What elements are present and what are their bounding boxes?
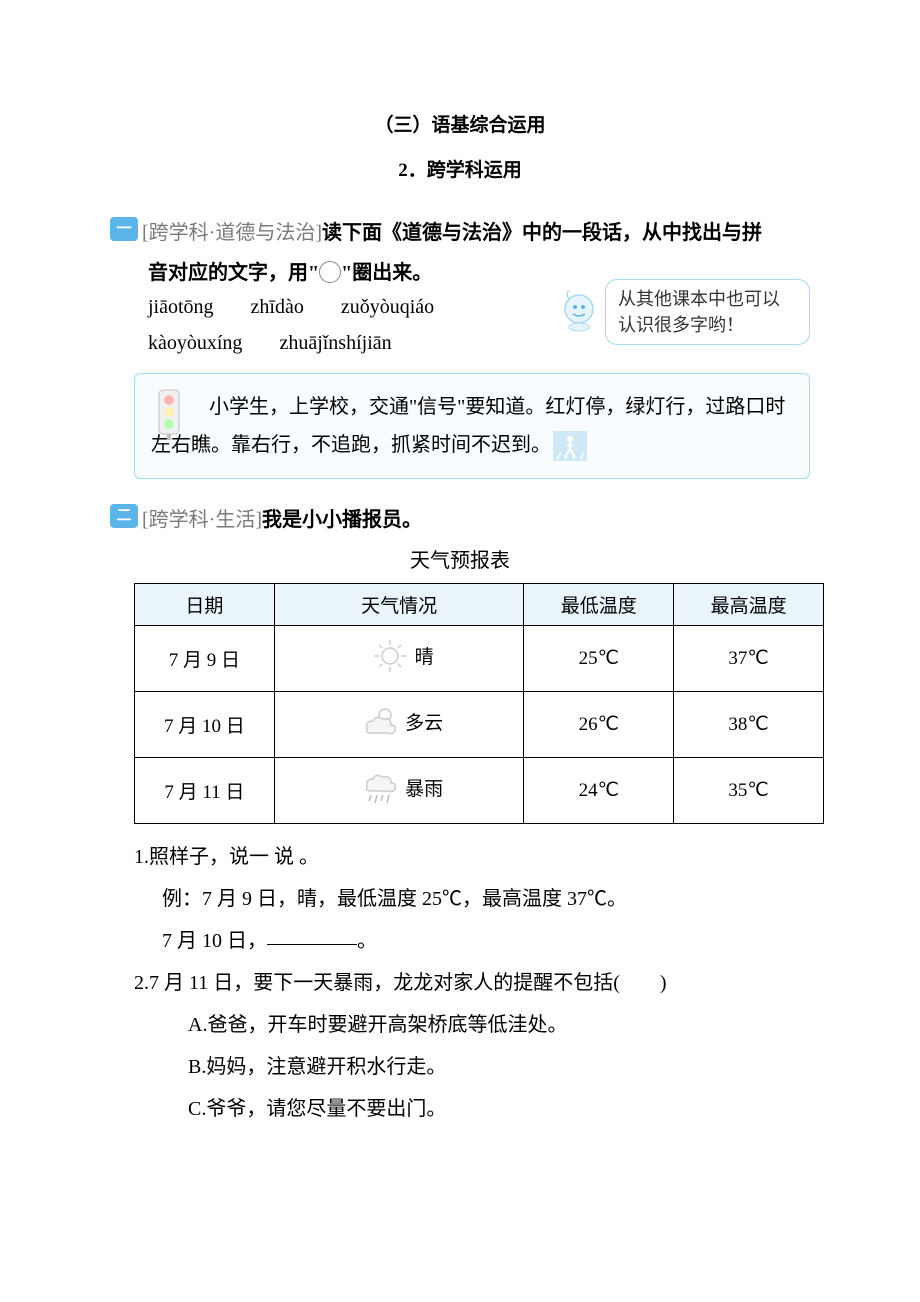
sub-title: 2．跨学科运用: [110, 155, 810, 182]
cell-weather: 晴: [274, 626, 524, 692]
bubble-text: 从其他课本中也可以认识很多字哟！: [605, 279, 810, 345]
th-low: 最低温度: [524, 584, 674, 626]
py5: zhuājǐnshíjiān: [279, 332, 391, 354]
passage-box: 小学生，上学校，交通"信号"要知道。红灯停，绿灯行，过路口时左右瞧。靠右行，不追…: [134, 373, 810, 479]
pedestrian-icon: [553, 431, 587, 461]
cell-high: 35℃: [674, 758, 824, 824]
section2-title: 我是小小播报员。: [262, 509, 422, 531]
py1: jiāotōng: [148, 296, 214, 318]
questions-block: 1.照样子，说一 说 。 例：7 月 9 日，晴，最低温度 25℃，最高温度 3…: [110, 836, 810, 1130]
badge-one: 一: [110, 217, 138, 241]
q1-stem: 1.照样子，说一 说 。: [134, 836, 810, 878]
cell-date: 7 月 11 日: [135, 758, 275, 824]
section2-tag: [跨学科·生活]: [142, 509, 262, 531]
blank-line[interactable]: [267, 944, 357, 945]
hint-bubble: 从其他课本中也可以认识很多字哟！: [560, 279, 810, 351]
py2: zhīdào: [251, 296, 304, 318]
cell-weather: 多云: [274, 692, 524, 758]
q1-prompt: 7 月 10 日， 。: [134, 920, 810, 962]
py3: zuǒyòuqiáo: [341, 296, 434, 318]
instr-part3: "圈出来。: [341, 262, 432, 284]
section-2: 二[跨学科·生活]我是小小播报员。 天气预报表 日期 天气情况 最低温度 最高温…: [110, 504, 810, 1130]
sun-icon: [365, 635, 415, 677]
cloudy-icon: [355, 701, 405, 743]
circle-mark-icon: [319, 261, 341, 283]
q2-option-a[interactable]: A.爸爸，开车时要避开高架桥底等低洼处。: [134, 1004, 810, 1046]
cell-high: 37℃: [674, 626, 824, 692]
passage-text: 小学生，上学校，交通"信号"要知道。红灯停，绿灯行，过路口时左右瞧。靠右行，不追…: [151, 388, 793, 464]
cell-weather: 暴雨: [274, 758, 524, 824]
character-icon: [555, 287, 603, 335]
th-date: 日期: [135, 584, 275, 626]
rain-icon: [355, 767, 405, 809]
weather-table: 日期 天气情况 最低温度 最高温度 7 月 9 日: [134, 583, 824, 824]
table-row: 7 月 11 日 暴雨 24℃ 35℃: [135, 758, 824, 824]
th-weather: 天气情况: [274, 584, 524, 626]
q2-stem: 2.7 月 11 日，要下一天暴雨，龙龙对家人的提醒不包括( ): [134, 962, 810, 1004]
cell-date: 7 月 9 日: [135, 626, 275, 692]
section2-header: 二[跨学科·生活]我是小小播报员。: [110, 504, 810, 536]
passage-content: 小学生，上学校，交通"信号"要知道。红灯停，绿灯行，过路口时左右瞧。靠右行，不追…: [151, 396, 785, 456]
q1-prompt-pre: 7 月 10 日，: [162, 930, 267, 952]
section-1: 一[跨学科·道德与法治]读下面《道德与法治》中的一段话，从中找出与拼 音对应的文…: [110, 217, 810, 479]
section1-header: 一[跨学科·道德与法治]读下面《道德与法治》中的一段话，从中找出与拼: [110, 217, 810, 249]
section1-instr1: 读下面《道德与法治》中的一段话，从中找出与拼: [322, 222, 762, 244]
cell-low: 26℃: [524, 692, 674, 758]
weather-label: 晴: [415, 642, 434, 669]
weather-label: 多云: [405, 708, 443, 735]
th-high: 最高温度: [674, 584, 824, 626]
section1-tag: [跨学科·道德与法治]: [142, 222, 322, 244]
cell-date: 7 月 10 日: [135, 692, 275, 758]
table-header-row: 日期 天气情况 最低温度 最高温度: [135, 584, 824, 626]
table-row: 7 月 9 日 晴: [135, 626, 824, 692]
badge-two: 二: [110, 504, 138, 528]
main-title: （三）语基综合运用: [110, 110, 810, 137]
q2-option-c[interactable]: C.爷爷，请您尽量不要出门。: [134, 1088, 810, 1130]
table-row: 7 月 10 日 多云 26℃ 38℃: [135, 692, 824, 758]
q2-option-b[interactable]: B.妈妈，注意避开积水行走。: [134, 1046, 810, 1088]
cell-low: 25℃: [524, 626, 674, 692]
pinyin-block: jiāotōng zhīdào zuǒyòuqiáo kàoyòuxíng zh…: [110, 289, 810, 361]
table-title: 天气预报表: [110, 544, 810, 573]
cell-high: 38℃: [674, 692, 824, 758]
cell-low: 24℃: [524, 758, 674, 824]
instr-part2: 音对应的文字，用": [148, 262, 319, 284]
py4: kàoyòuxíng: [148, 332, 242, 354]
weather-label: 暴雨: [405, 774, 443, 801]
q1-example: 例：7 月 9 日，晴，最低温度 25℃，最高温度 37℃。: [134, 878, 810, 920]
traffic-light-icon: [153, 388, 185, 440]
q1-prompt-post: 。: [357, 930, 377, 952]
